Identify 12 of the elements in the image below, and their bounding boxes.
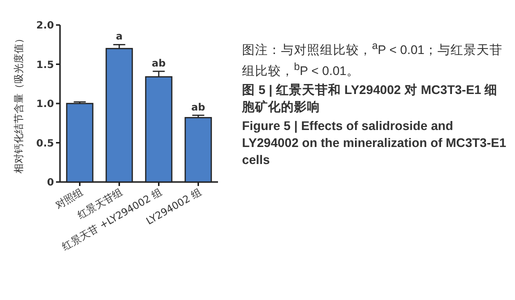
annotation: ab: [191, 102, 206, 114]
annotation: ab: [152, 58, 166, 70]
annotation: a: [116, 32, 123, 43]
y-axis-title: 相对钙化结节含量（吸光度值）: [13, 34, 25, 174]
y-tick-label: 1.0: [36, 99, 54, 110]
y-tick-label: 0: [47, 178, 54, 188]
text: 图 5 | 红景天苷和 LY294002 对 MC3T3-E1 细胞矿化的影响: [242, 82, 499, 116]
text: Figure 5 | Effects of salidroside and LY294002 on the mineralization of MC3T3-E1 cells: [242, 118, 508, 169]
text: 图注：与对照组比较，$^{a}$P < 0.01；与红景天苷组比较，$^{b}$P < 0.01。: [242, 41, 502, 78]
y-tick-label: 2.0: [36, 20, 54, 32]
y-tick-label: 0.5: [36, 138, 54, 150]
y-tick-label: 1.5: [36, 60, 54, 71]
